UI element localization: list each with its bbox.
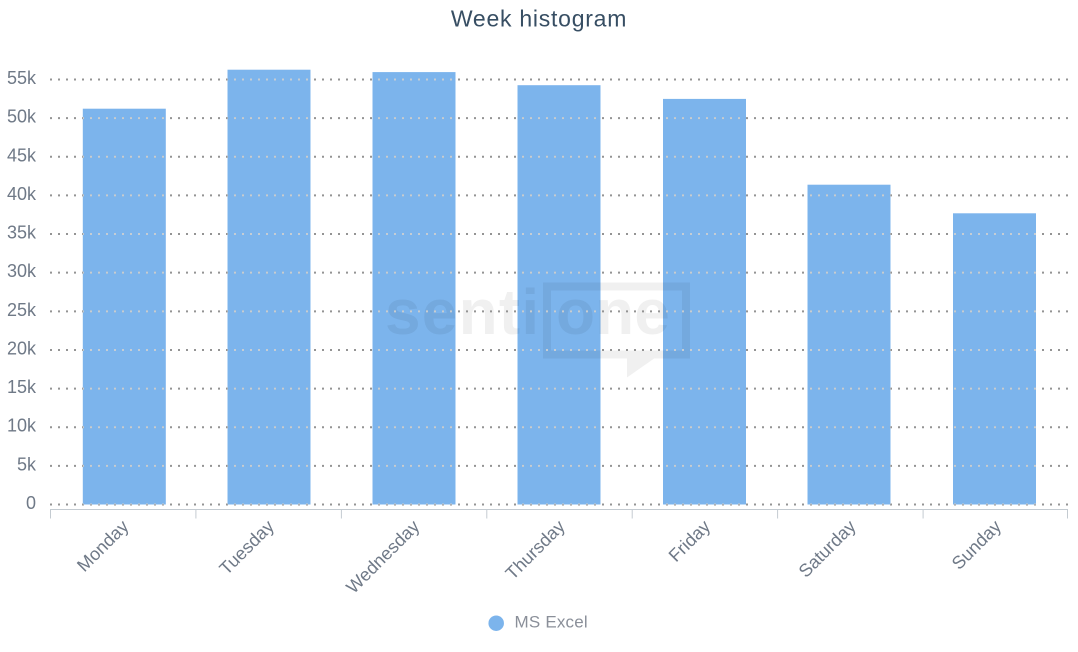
svg-text:45k: 45k [7, 145, 37, 165]
svg-text:35k: 35k [7, 223, 37, 243]
svg-text:50k: 50k [7, 107, 37, 127]
svg-text:5k: 5k [17, 454, 37, 474]
svg-text:15k: 15k [7, 377, 37, 397]
svg-text:0: 0 [26, 493, 36, 513]
svg-text:25k: 25k [7, 300, 37, 320]
svg-text:senti: senti [385, 276, 540, 348]
svg-text:10k: 10k [7, 416, 37, 436]
svg-text:30k: 30k [7, 261, 37, 281]
svg-text:40k: 40k [7, 184, 37, 204]
svg-text:MS Excel: MS Excel [515, 613, 588, 632]
svg-text:Week histogram: Week histogram [451, 6, 627, 32]
svg-text:55k: 55k [7, 68, 37, 88]
svg-text:20k: 20k [7, 339, 37, 359]
svg-text:one: one [556, 276, 670, 348]
